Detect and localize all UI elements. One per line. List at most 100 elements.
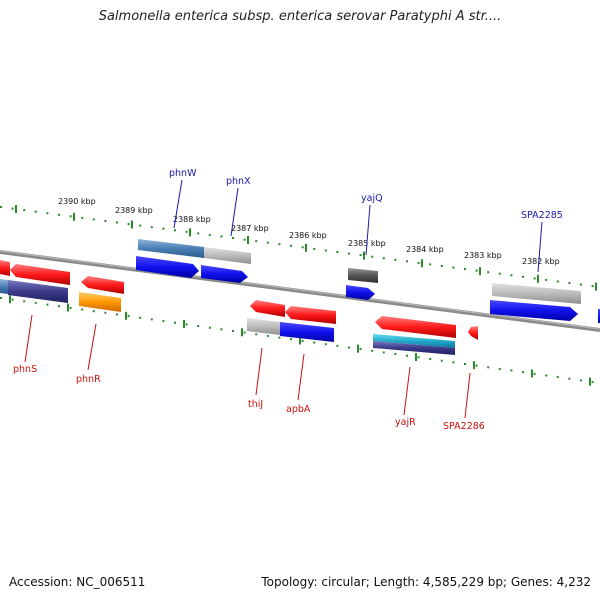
gene-thiJ[interactable] xyxy=(247,318,280,335)
ruler-dot xyxy=(81,216,84,219)
ruler-tick xyxy=(241,328,243,337)
ruler-tick xyxy=(421,259,423,268)
gene-phnW-lower[interactable] xyxy=(136,256,199,278)
gene-phnX-upper[interactable] xyxy=(204,247,251,264)
ruler-dot xyxy=(510,369,513,372)
gene-yajQ-lower[interactable] xyxy=(346,285,375,300)
gene-label-SPA2285[interactable]: SPA2285 xyxy=(521,210,563,221)
ruler-dot xyxy=(150,226,153,229)
ruler-dot xyxy=(11,298,14,301)
ruler-tick xyxy=(73,212,75,221)
ruler-dot xyxy=(92,218,95,221)
ruler-dot xyxy=(301,339,304,342)
gene-label-phnW[interactable]: phnW xyxy=(169,168,197,179)
ruler-dot xyxy=(255,240,258,243)
ruler-dot xyxy=(0,206,2,208)
ruler-dot xyxy=(522,371,524,374)
leader-yajR xyxy=(403,366,411,416)
gene-label-SPA2286[interactable]: SPA2286 xyxy=(443,421,485,432)
gene-phnS-steel[interactable] xyxy=(0,279,8,294)
lower-strand-genes xyxy=(0,264,478,355)
gene-label-apbA[interactable]: apbA xyxy=(286,404,311,415)
ruler-dot xyxy=(220,235,223,238)
ruler-dot xyxy=(475,364,478,367)
ruler-dot xyxy=(232,330,234,332)
ruler-top xyxy=(0,205,597,291)
ruler-tick xyxy=(67,303,69,312)
ruler-label: 2383 kbp xyxy=(464,251,502,260)
ruler-label: 2389 kbp xyxy=(115,206,153,215)
ruler-tick xyxy=(537,274,539,283)
gene-apbA-red[interactable] xyxy=(285,306,336,324)
ruler-dot xyxy=(580,283,582,286)
gene-label-phnS[interactable]: phnS xyxy=(13,364,37,375)
gene-yajR-red[interactable] xyxy=(375,316,456,338)
gene-SPA2285-upper[interactable] xyxy=(492,283,581,304)
gene-label-thiJ[interactable]: thiJ xyxy=(248,399,263,410)
ruler-dot xyxy=(243,238,246,241)
ruler-dot xyxy=(464,268,466,271)
ruler-dot xyxy=(568,282,571,284)
leader-phnS xyxy=(24,314,33,363)
ruler-dot xyxy=(220,328,223,331)
ruler-tick xyxy=(595,282,597,291)
gene-phnS-red[interactable] xyxy=(10,264,70,285)
ruler-dot xyxy=(371,255,374,258)
gene-yajQ-upper[interactable] xyxy=(348,268,378,283)
ruler-dot xyxy=(46,303,49,306)
leader-SPA2285 xyxy=(537,221,543,273)
ruler-dot xyxy=(406,354,408,357)
ruler-dot xyxy=(104,311,107,314)
gene-label-phnX[interactable]: phnX xyxy=(226,176,251,187)
ruler-dot xyxy=(185,230,188,233)
gene-label-yajQ[interactable]: yajQ xyxy=(361,193,383,204)
ruler-dot xyxy=(150,318,153,321)
ruler-tick xyxy=(15,205,17,213)
gene-label-phnR[interactable]: phnR xyxy=(76,374,101,385)
ruler-dot xyxy=(429,263,432,266)
ruler-dot xyxy=(301,246,304,249)
gene-thiJ-red[interactable] xyxy=(250,300,285,317)
ruler-dot xyxy=(440,359,443,362)
gene-SPA2286[interactable] xyxy=(468,326,478,340)
ruler-dot xyxy=(580,379,582,382)
ruler-dot xyxy=(185,323,188,326)
ruler-dot xyxy=(417,261,420,264)
gene-phnW-upper[interactable] xyxy=(138,239,204,258)
gene-phnX-lower[interactable] xyxy=(201,265,248,283)
ruler-dot xyxy=(324,343,327,346)
gene-label-yajR[interactable]: yajR xyxy=(395,417,416,428)
leader-apbA xyxy=(297,353,305,401)
ruler-tick xyxy=(479,267,481,276)
ruler-dot xyxy=(174,229,176,232)
ruler-dot xyxy=(533,277,536,280)
ruler-dot xyxy=(127,315,130,318)
gene-phnS[interactable] xyxy=(8,280,68,303)
map-title: Salmonella enterica subsp. enterica sero… xyxy=(98,9,502,24)
leader-thiJ xyxy=(255,347,263,396)
gene-phnR[interactable] xyxy=(79,292,121,312)
ruler-dot xyxy=(510,274,513,277)
ruler-tick xyxy=(9,295,11,304)
gene-yajR-teal[interactable] xyxy=(373,334,455,348)
ruler-dot xyxy=(475,269,478,272)
ruler-dot xyxy=(452,266,455,269)
ruler-dot xyxy=(162,227,165,230)
leader-phnR xyxy=(87,323,97,371)
ruler-dot xyxy=(313,247,316,250)
ruler-dot xyxy=(290,244,292,247)
gene-phnR-red[interactable] xyxy=(81,276,124,294)
ruler-labels: 2390 kbp 2389 kbp 2388 kbp 2387 kbp 2386… xyxy=(58,197,560,266)
ruler-dot xyxy=(116,313,118,316)
ruler-dot xyxy=(498,367,501,370)
gene-apbA[interactable] xyxy=(280,322,334,342)
ruler-dot xyxy=(81,308,84,311)
gene-SPA2285-lower[interactable] xyxy=(490,300,578,321)
ruler-dot xyxy=(0,297,2,299)
gene-yajR[interactable] xyxy=(373,341,455,355)
ruler-dot xyxy=(23,209,26,212)
gene-edge-left-red[interactable] xyxy=(0,260,10,276)
ruler-tick xyxy=(357,344,359,353)
ruler-dot xyxy=(255,333,258,336)
